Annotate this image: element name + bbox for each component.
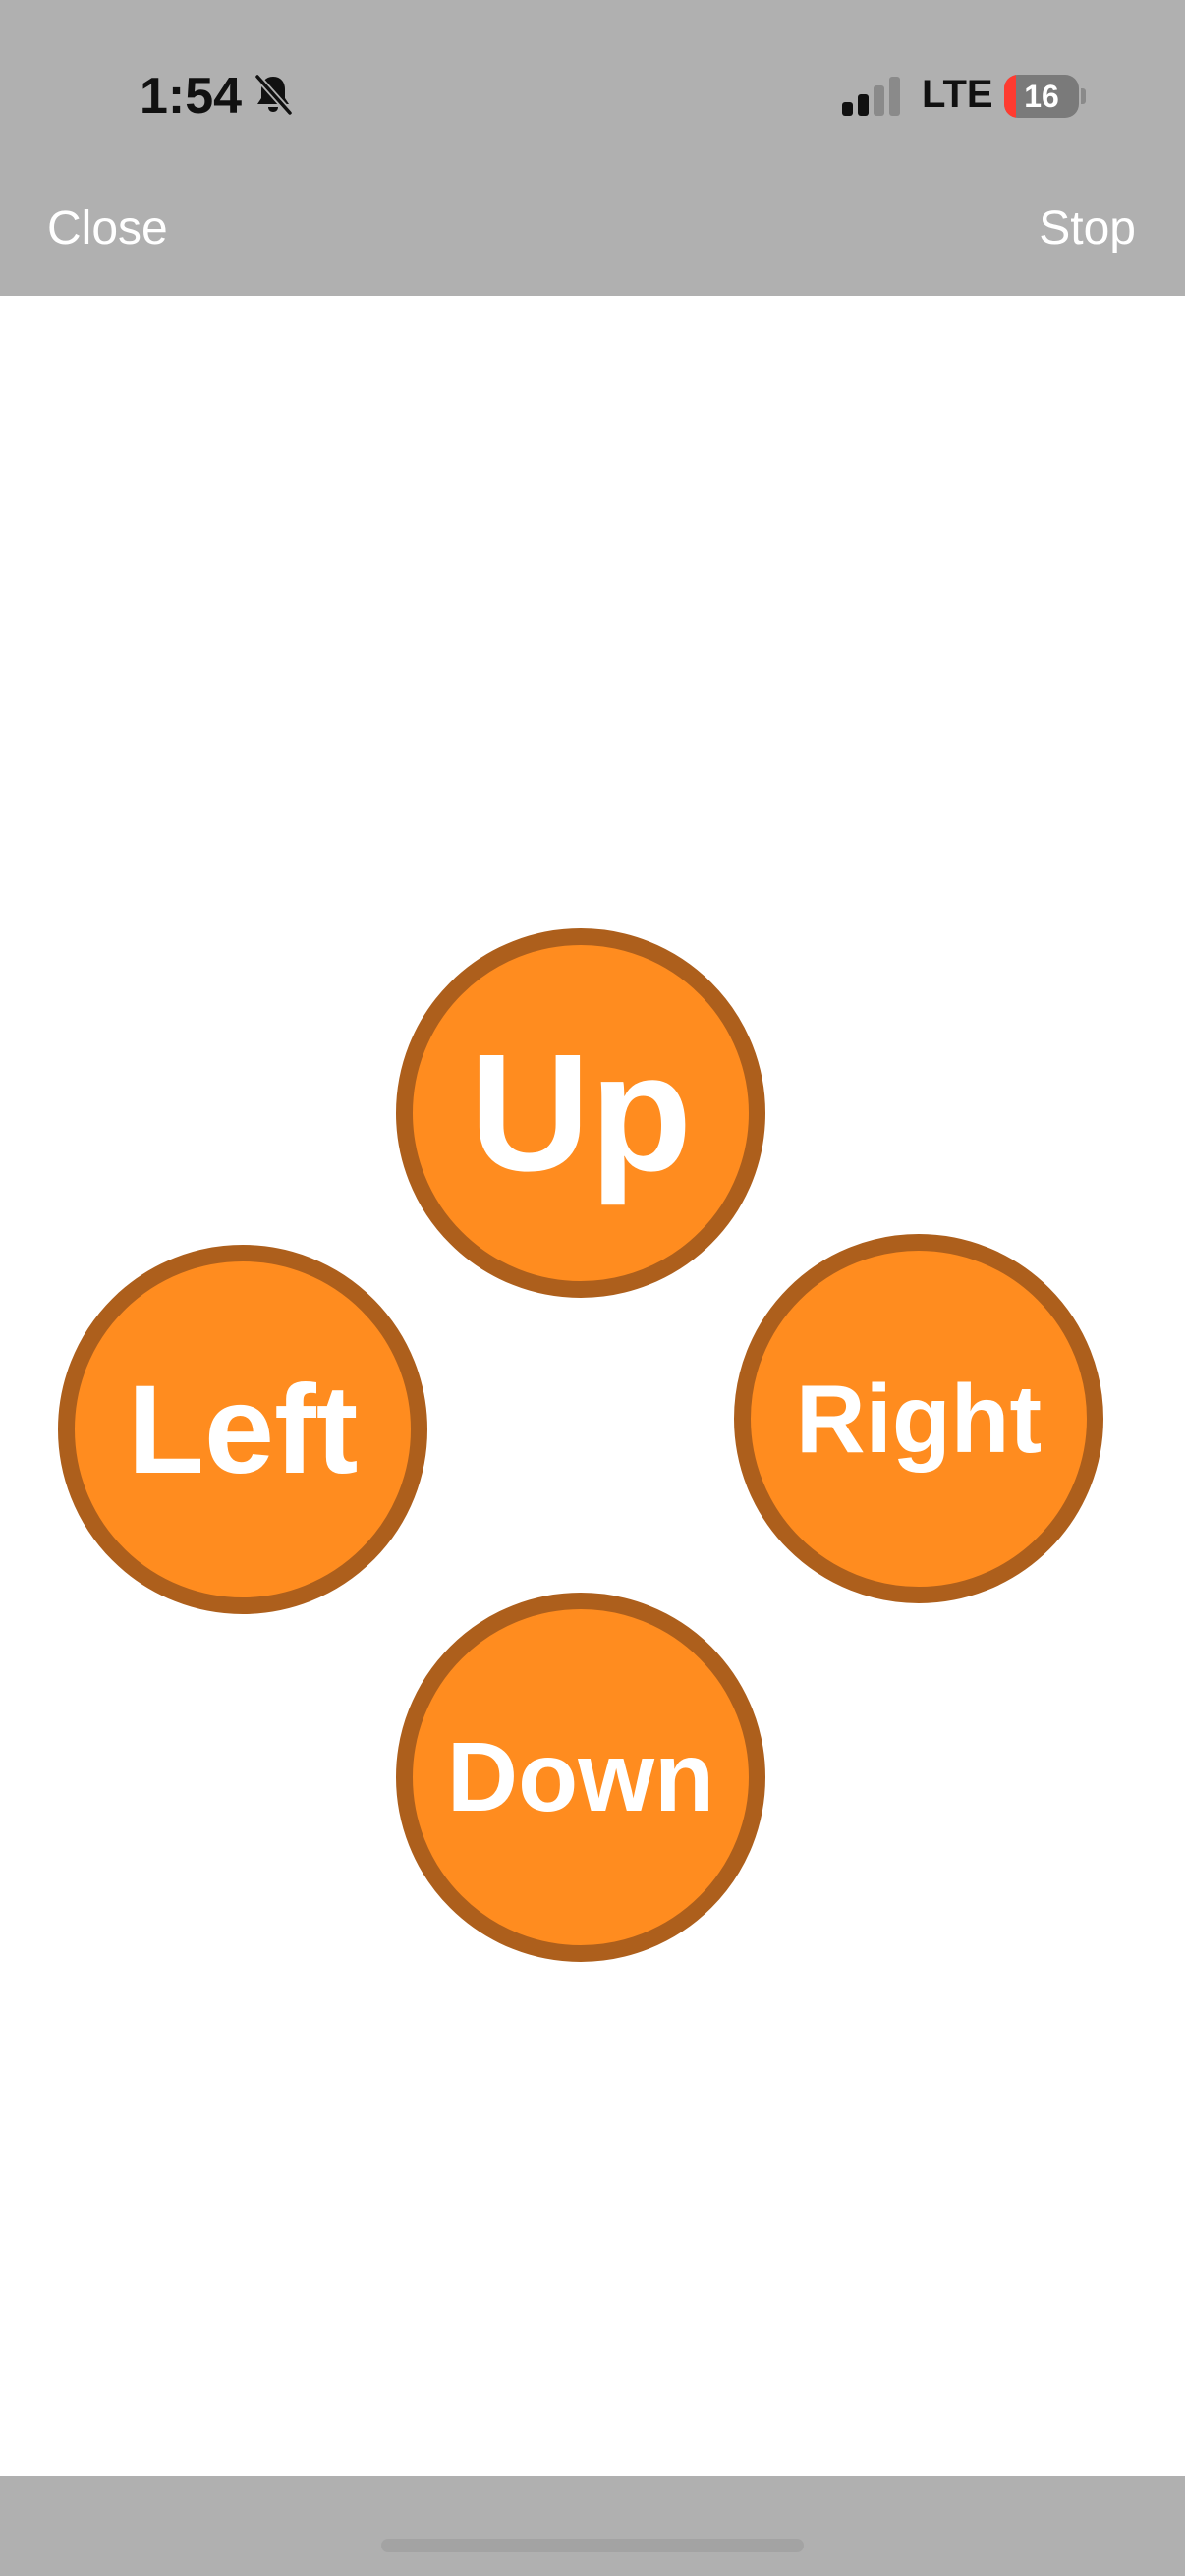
top-bar: 1:54 LTE 16 Close Stop [0,0,1185,296]
right-button-label: Right [795,1364,1043,1473]
left-button[interactable]: Left [58,1245,427,1614]
right-button[interactable]: Right [734,1234,1103,1603]
close-button[interactable]: Close [47,202,168,254]
left-button-label: Left [127,1359,359,1500]
up-button[interactable]: Up [396,928,765,1298]
battery-level-label: 16 [1024,79,1059,114]
network-type-label: LTE [922,73,993,116]
bottom-bar [0,2476,1185,2576]
down-button[interactable]: Down [396,1593,765,1962]
battery-cap [1081,88,1086,104]
status-time: 1:54 [140,68,243,125]
battery-fill [1004,75,1017,118]
battery-icon: 16 [1004,75,1079,118]
down-button-label: Down [446,1721,715,1832]
up-button-label: Up [469,1020,693,1206]
silent-bell-icon [254,73,294,117]
stop-button[interactable]: Stop [1039,202,1136,254]
home-indicator[interactable] [381,2539,804,2552]
signal-icon [842,77,900,116]
